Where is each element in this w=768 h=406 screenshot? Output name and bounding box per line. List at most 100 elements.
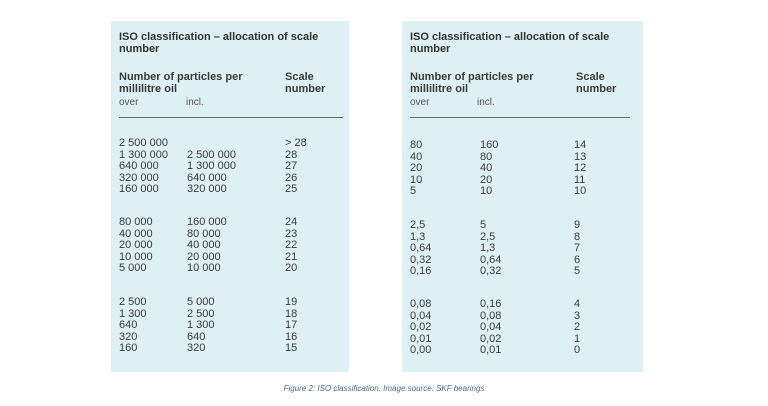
incl-cell: 640 000 [187, 171, 227, 184]
incl-cell: 160 000 [187, 216, 227, 228]
over-cell: 5 [410, 185, 417, 197]
over-cell: 320 000 [119, 171, 159, 184]
incl-cell: 5 000 [187, 296, 215, 308]
over-cell: 0,08 [410, 298, 432, 310]
incl-cell: 10 000 [187, 262, 221, 274]
incl-cell: 160 [480, 139, 499, 151]
over-cell: 160 000 [119, 183, 159, 195]
scale-cell: 11 [574, 173, 586, 186]
incl-cell: 80 000 [187, 227, 221, 240]
scale-header: Scale number [285, 71, 326, 95]
header-divider [410, 117, 630, 118]
scale-cell: 4 [574, 298, 581, 310]
incl-subheader: incl. [477, 97, 495, 108]
scale-cell: 8 [574, 230, 581, 243]
over-cell: 1,3 [410, 230, 426, 243]
over-cell: 0,00 [410, 344, 432, 356]
over-cell: 640 [119, 319, 138, 331]
scale-cell: > 28 [285, 137, 307, 149]
incl-cell: 640 [187, 330, 206, 343]
scale-cell: 12 [574, 162, 587, 174]
over-cell: 2 500 [119, 296, 147, 308]
incl-cell: 0,08 [480, 309, 502, 322]
scale-cell: 19 [285, 296, 298, 308]
over-cell: 0,64 [410, 242, 432, 254]
incl-cell: 2 500 000 [187, 148, 236, 161]
incl-cell: 0,64 [480, 253, 502, 266]
incl-cell: 2,5 [480, 230, 496, 243]
scale-header: Scale number [576, 71, 617, 95]
incl-cell: 20 [480, 173, 493, 186]
scale-cell: 26 [285, 171, 298, 184]
scale-cell: 27 [285, 160, 298, 172]
scale-cell: 5 [574, 265, 581, 277]
scale-cell: 3 [574, 309, 581, 322]
incl-cell: 80 [480, 150, 493, 163]
over-cell: 640 000 [119, 160, 159, 172]
scale-cell: 1 [574, 332, 581, 345]
incl-cell: 1 300 [187, 319, 215, 331]
over-cell: 40 000 [119, 227, 153, 240]
incl-cell: 40 000 [187, 239, 221, 251]
incl-subheader: incl. [186, 97, 204, 108]
incl-cell: 0,01 [480, 344, 502, 356]
over-cell: 160 [119, 342, 138, 354]
over-cell: 20 [410, 162, 423, 174]
over-cell: 320 [119, 330, 138, 343]
incl-cell: 5 [480, 219, 487, 231]
scale-cell: 17 [285, 319, 298, 331]
over-cell: 1 300 000 [119, 148, 168, 161]
over-cell: 0,04 [410, 309, 432, 322]
over-cell: 10 [410, 173, 423, 186]
scale-cell: 28 [285, 148, 298, 161]
incl-cell: 1 300 000 [187, 160, 236, 172]
over-cell: 1 300 [119, 307, 147, 320]
table-title: ISO classification – allocation of scale… [410, 31, 610, 55]
incl-cell: 0,04 [480, 321, 502, 333]
scale-cell: 9 [574, 219, 581, 231]
scale-cell: 25 [285, 183, 298, 195]
incl-cell: 320 [187, 342, 206, 354]
iso-table-left: ISO classification – allocation of scale… [111, 21, 349, 372]
iso-table-right: ISO classification – allocation of scale… [402, 21, 643, 372]
figure-caption: Figure 2: ISO classification. Image sour… [283, 384, 485, 393]
over-cell: 0,01 [410, 332, 432, 345]
over-cell: 80 [410, 139, 423, 151]
over-cell: 0,16 [410, 265, 432, 277]
over-cell: 80 000 [119, 216, 153, 228]
scale-cell: 22 [285, 239, 298, 251]
over-cell: 0,02 [410, 321, 432, 333]
incl-cell: 0,02 [480, 332, 502, 345]
scale-cell: 14 [574, 139, 587, 151]
particles-header: Number of particles per millilitre oil [410, 71, 534, 95]
scale-cell: 16 [285, 330, 298, 343]
over-cell: 2 500 000 [119, 137, 168, 149]
scale-cell: 20 [285, 262, 298, 274]
incl-cell: 1,3 [480, 242, 496, 254]
incl-cell: 0,32 [480, 265, 502, 277]
table-title: ISO classification – allocation of scale… [119, 31, 319, 55]
over-subheader: over [410, 97, 430, 108]
over-cell: 10 000 [119, 250, 153, 263]
scale-cell: 2 [574, 321, 581, 333]
scale-cell: 18 [285, 307, 298, 320]
over-cell: 5 000 [119, 262, 147, 274]
incl-cell: 0,16 [480, 298, 502, 310]
over-cell: 40 [410, 150, 423, 163]
scale-cell: 6 [574, 253, 581, 266]
over-cell: 2,5 [410, 219, 426, 231]
incl-cell: 20 000 [187, 250, 221, 263]
over-subheader: over [119, 97, 139, 108]
incl-cell: 40 [480, 162, 493, 174]
scale-cell: 0 [574, 344, 581, 356]
incl-cell: 10 [480, 185, 493, 197]
scale-cell: 21 [285, 250, 298, 263]
incl-cell: 320 000 [187, 183, 227, 195]
scale-cell: 15 [285, 342, 298, 354]
header-divider [119, 117, 343, 118]
scale-cell: 10 [574, 185, 587, 197]
incl-cell: 2 500 [187, 307, 215, 320]
over-cell: 0,32 [410, 253, 432, 266]
over-cell: 20 000 [119, 239, 153, 251]
scale-cell: 24 [285, 216, 298, 228]
